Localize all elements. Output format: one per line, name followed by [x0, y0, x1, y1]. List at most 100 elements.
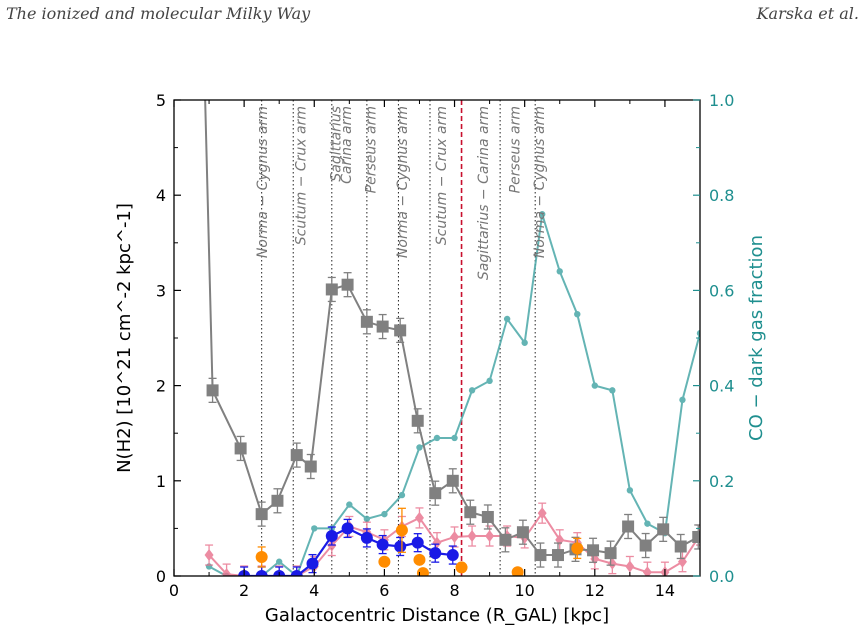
y-axis-title: N(H2) [10^21 cm^-2 kpc^-1]: [114, 203, 135, 473]
gray-point: [360, 315, 373, 328]
teal-point: [626, 487, 634, 494]
series-line-gray_squares: [204, 100, 699, 557]
arm-label: Perseus arm: [364, 106, 380, 193]
orange-point: [455, 561, 468, 574]
arm-label: Scutum − Crux arm: [294, 106, 310, 245]
teal-point: [276, 558, 283, 565]
gray-point: [325, 283, 338, 296]
arm-label: Perseus arm: [507, 106, 523, 193]
gray-point: [464, 506, 477, 519]
gray-point: [499, 533, 512, 546]
gray-point: [446, 474, 459, 487]
teal-point: [346, 501, 353, 508]
blue-point: [376, 538, 389, 551]
orange-point: [378, 555, 391, 568]
arm-label: Carina arm: [339, 106, 355, 184]
blue-point: [341, 522, 354, 535]
pink-point: [450, 530, 460, 543]
x-axis-title: Galactocentric Distance (R_GAL) [kpc]: [265, 605, 609, 626]
blue-point: [290, 570, 303, 576]
x-tick-label: 6: [379, 581, 389, 600]
gray-point: [206, 384, 219, 397]
series-orange_circles: [255, 507, 584, 576]
blue-point: [394, 540, 407, 553]
teal-point: [679, 396, 686, 404]
teal-point: [398, 491, 406, 499]
pink-point: [485, 530, 495, 543]
pink-point: [467, 530, 477, 543]
y-tick-label: 2: [156, 377, 166, 396]
running-header-title: The ionized and molecular Milky Way: [6, 4, 311, 23]
orange-point: [255, 550, 268, 563]
teal-point: [486, 377, 493, 385]
x-tick-label: 0: [169, 581, 179, 600]
y-tick-label: 5: [156, 91, 166, 110]
teal-point: [416, 444, 423, 451]
teal-point: [644, 520, 651, 527]
teal-point: [591, 382, 598, 389]
teal-point: [574, 311, 581, 318]
teal-point: [468, 387, 476, 394]
orange-point: [416, 567, 429, 576]
y-tick-label: 1: [156, 472, 166, 491]
gray-point: [304, 460, 317, 473]
gray-point: [411, 414, 424, 427]
gray-point: [234, 442, 247, 455]
teal-point: [311, 525, 318, 532]
gray-point: [341, 278, 354, 291]
pink-point: [204, 549, 214, 562]
orange-point: [395, 524, 408, 537]
gray-point: [429, 487, 442, 500]
gray-point: [604, 547, 617, 560]
gray-point: [622, 520, 635, 533]
arm-label: Scutum − Crux arm: [434, 106, 450, 245]
pink-point: [607, 557, 617, 570]
arm-label: Sagittarius − Carina arm: [476, 106, 492, 280]
gray-point: [551, 549, 564, 562]
blue-point: [411, 536, 424, 549]
gray-point: [290, 449, 303, 462]
teal-point: [556, 268, 563, 275]
blue-point: [360, 531, 373, 544]
gray-point: [639, 539, 652, 552]
gray-point: [516, 526, 529, 539]
arm-label: Norma − Cygnus arm: [255, 106, 271, 258]
teal-point: [539, 211, 546, 218]
blue-point: [325, 530, 338, 543]
blue-point: [306, 557, 319, 570]
teal-point: [433, 434, 441, 442]
gray-point: [481, 510, 494, 523]
plot-area: [204, 100, 700, 576]
y-tick-label: 0: [156, 567, 166, 586]
y2-tick-label: 0.4: [709, 377, 734, 396]
orange-point: [571, 542, 584, 555]
teal-point: [381, 510, 388, 518]
x-tick-label: 10: [514, 581, 534, 600]
gray-point: [692, 530, 700, 543]
gray-point: [534, 549, 547, 562]
gray-point: [271, 494, 284, 507]
series-blue_circles: [238, 518, 459, 576]
teal-point: [451, 434, 458, 442]
teal-point: [521, 339, 528, 346]
y2-axis-title: CO − dark gas fraction: [746, 235, 767, 441]
x-tick-label: 8: [449, 581, 459, 600]
pink-point: [625, 560, 635, 573]
y-tick-label: 4: [156, 186, 166, 205]
blue-point: [446, 549, 459, 562]
y-tick-label: 3: [156, 281, 166, 300]
arm-label: Norma − Cygnus arm: [395, 106, 411, 258]
blue-point: [255, 570, 268, 576]
teal-point: [503, 315, 511, 323]
x-tick-label: 12: [585, 581, 605, 600]
gray-point: [657, 523, 670, 536]
x-tick-label: 4: [309, 581, 319, 600]
arm-label: Sagittarius: [329, 106, 345, 182]
y2-tick-label: 0.2: [709, 472, 734, 491]
teal-point: [363, 515, 371, 523]
pink-point: [537, 507, 547, 520]
blue-point: [429, 547, 442, 560]
running-header-authors: Karska et al.: [756, 4, 859, 23]
pink-point: [642, 566, 652, 576]
